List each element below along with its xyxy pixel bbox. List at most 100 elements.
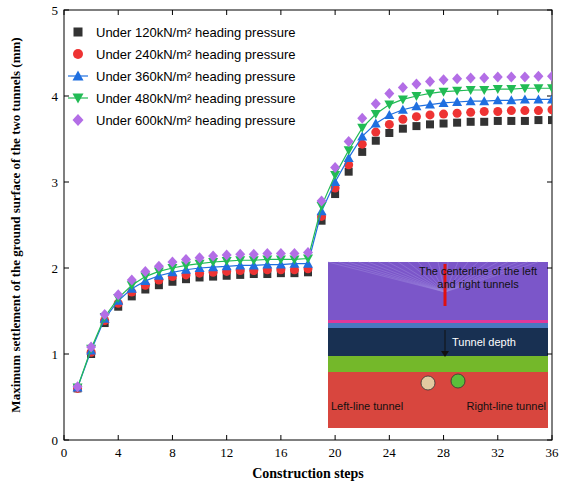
x-tick-label: 4 [115,445,122,460]
data-point [547,94,552,103]
y-tick [64,268,69,269]
data-point [289,248,299,259]
data-point [506,95,516,104]
y-tick-label: 1 [52,347,59,362]
data-point [73,381,83,392]
x-tick-label: 28 [437,445,450,460]
data-point [398,95,408,104]
y-tick [547,354,552,355]
legend-label: Under 480kN/m² heading pressure [96,91,295,106]
data-point [547,84,552,93]
x-tick-label: 8 [169,445,176,460]
data-point [548,116,552,124]
data-point [534,116,542,124]
series-line [78,88,552,387]
inset-layer [328,320,548,323]
data-point [493,107,502,116]
inset-label: Tunnel depth [452,336,516,348]
data-point [372,137,380,145]
inset-label: Right-line tunnel [467,400,547,412]
y-tick [547,182,552,183]
data-point [371,98,381,109]
data-point [411,101,421,110]
data-point [385,120,394,129]
x-tick [172,435,173,440]
data-point [100,309,110,320]
legend-marker [74,28,83,37]
x-tick [389,435,390,440]
data-point [208,250,218,261]
inset-label-line: and right tunnels [437,278,519,290]
data-point [467,118,475,126]
inset-layer [328,323,548,328]
data-point [344,146,354,155]
data-point [452,87,462,96]
data-point [439,88,449,97]
data-point [466,72,476,83]
x-tick-label: 20 [329,445,342,460]
data-point [140,266,150,277]
data-point [412,112,421,121]
data-point [533,94,543,103]
legend-label: Under 240kN/m² heading pressure [96,47,295,62]
x-tick [64,435,65,440]
data-point [533,71,543,82]
data-point [479,86,489,95]
data-point [181,254,191,265]
y-axis-title: Maximum settlement of the ground surface… [8,37,23,412]
x-tick [497,10,498,15]
data-point [521,117,529,125]
plot-frame [64,10,552,440]
legend-marker [73,71,84,81]
x-tick [172,10,173,15]
data-point [466,108,475,117]
data-point [195,252,205,263]
x-tick [64,10,65,15]
inset-layer [328,356,548,372]
data-point [303,247,313,258]
inset: The centerline of the leftand right tunn… [328,262,548,428]
data-point [425,76,435,87]
data-point [507,106,516,115]
y-tick [64,10,69,11]
x-tick [226,10,227,15]
data-point [466,96,476,105]
x-axis-title: Construction steps [252,466,364,481]
y-tick-label: 5 [52,3,59,18]
legend-label: Under 360kN/m² heading pressure [96,69,295,84]
data-point [411,78,421,89]
y-tick [64,96,69,97]
x-tick [335,10,336,15]
data-point [127,275,137,286]
legend-marker [73,114,84,126]
data-point [86,342,96,353]
plot-marks [73,71,552,393]
data-point [506,85,516,94]
x-tick [552,435,553,440]
data-point [533,84,543,93]
legend-label: Under 600kN/m² heading pressure [96,113,295,128]
data-point [479,72,489,83]
inset-layer [328,372,548,428]
data-point [371,110,381,119]
y-tick-label: 4 [52,89,59,104]
data-point [398,115,407,124]
x-tick [226,435,227,440]
inset-label: The centerline of the leftand right tunn… [419,265,537,290]
data-point [480,107,489,116]
data-point [453,109,462,118]
x-tick-label: 16 [274,445,288,460]
data-point [317,195,327,206]
y-tick [64,182,69,183]
inset-layer [328,328,548,356]
inset-label-line: The centerline of the left [419,265,537,277]
data-point [249,249,259,260]
data-point [452,73,462,84]
data-point [276,248,286,259]
data-point [398,105,408,114]
data-point [506,72,516,83]
data-point [439,98,449,107]
x-tick [497,435,498,440]
x-tick [280,10,281,15]
data-point [398,82,408,93]
